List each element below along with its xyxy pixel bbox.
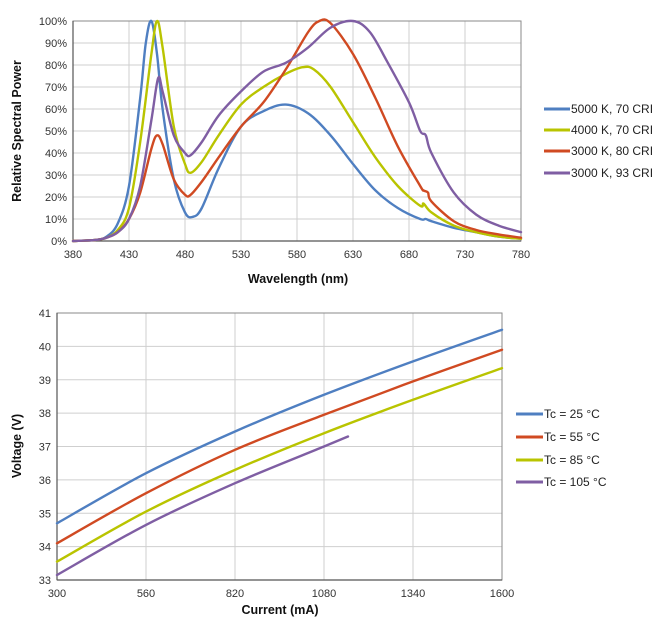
x-tick-label: 680: [400, 249, 418, 261]
y-axis-label: Relative Spectral Power: [10, 60, 24, 202]
y-tick-label: 80%: [45, 60, 67, 72]
voltage-current-chart: Voltage (V) Current (mA) Tc = 25 °C Tc =…: [10, 308, 607, 617]
y-tick-label: 36: [39, 475, 51, 487]
x-tick-label: 820: [226, 588, 244, 600]
y-tick-label: 37: [39, 442, 51, 454]
y-tick-label: 60%: [45, 104, 67, 116]
y-tick-label: 33: [39, 575, 51, 587]
series-line: [55, 348, 504, 545]
y-tick-label: 70%: [45, 82, 67, 94]
y-tick-label: 40: [39, 341, 51, 353]
y-tick-label: 41: [39, 308, 51, 320]
legend-label: Tc = 55 °C: [544, 430, 600, 444]
y-tick-label: 38: [39, 408, 51, 420]
series-line: [71, 18, 523, 243]
y-tick-label: 30%: [45, 170, 67, 182]
legend-label: Tc = 25 °C: [544, 407, 600, 421]
legend-label: Tc = 105 °C: [544, 475, 607, 489]
x-tick-label: 1600: [490, 588, 514, 600]
series-line: [55, 366, 504, 563]
y-tick-label: 39: [39, 375, 51, 387]
y-tick-label: 35: [39, 508, 51, 520]
x-tick-label: 430: [120, 249, 138, 261]
x-axis-label: Wavelength (nm): [248, 272, 348, 286]
x-tick-label: 530: [232, 249, 250, 261]
y-tick-label: 34: [39, 542, 51, 554]
legend-label: 4000 K, 70 CRI: [571, 123, 653, 137]
series-line: [71, 19, 523, 243]
series-line: [55, 328, 504, 525]
y-tick-label: 0%: [51, 236, 67, 248]
y-axis-label: Voltage (V): [10, 414, 24, 478]
spectral-power-chart: Relative Spectral Power Wavelength (nm) …: [10, 16, 653, 286]
y-tick-label: 100%: [39, 16, 67, 28]
y-tick-label: 40%: [45, 148, 67, 160]
series-line: [71, 19, 523, 243]
legend: 5000 K, 70 CRI 4000 K, 70 CRI 3000 K, 80…: [544, 102, 653, 180]
x-tick-label: 630: [344, 249, 362, 261]
x-tick-label: 1340: [401, 588, 425, 600]
x-tick-label: 380: [64, 249, 82, 261]
x-tick-label: 580: [288, 249, 306, 261]
legend-label: 5000 K, 70 CRI: [571, 102, 653, 116]
x-axis-label: Current (mA): [241, 603, 318, 617]
gridlines: [72, 20, 522, 242]
x-tick-label: 780: [512, 249, 530, 261]
y-tick-label: 10%: [45, 214, 67, 226]
legend-label: 3000 K, 93 CRI: [571, 166, 653, 180]
x-tick-label: 480: [176, 249, 194, 261]
legend-label: 3000 K, 80 CRI: [571, 144, 653, 158]
y-tick-label: 50%: [45, 126, 67, 138]
x-tick-label: 730: [456, 249, 474, 261]
series-line: [55, 435, 350, 577]
series-line: [71, 19, 523, 243]
legend: Tc = 25 °C Tc = 55 °C Tc = 85 °C Tc = 10…: [516, 407, 607, 489]
y-tick-label: 90%: [45, 38, 67, 50]
x-tick-label: 300: [48, 588, 66, 600]
legend-label: Tc = 85 °C: [544, 453, 600, 467]
x-tick-label: 1080: [312, 588, 336, 600]
x-tick-label: 560: [137, 588, 155, 600]
y-tick-label: 20%: [45, 192, 67, 204]
